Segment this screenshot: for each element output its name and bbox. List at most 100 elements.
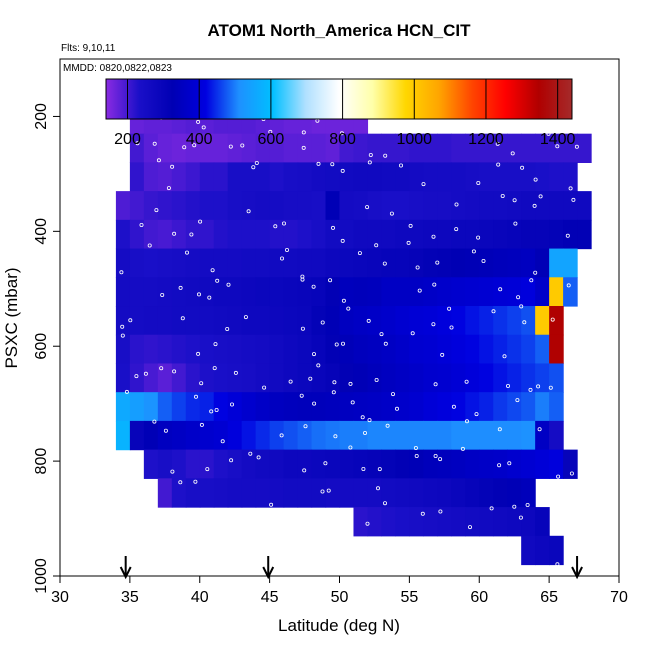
heatmap-cell <box>423 219 438 250</box>
observation-point <box>279 256 284 261</box>
heatmap-cell <box>185 363 201 393</box>
heatmap-cell <box>353 507 369 537</box>
heatmap-cell <box>521 363 536 393</box>
observation-point <box>196 292 201 297</box>
heatmap-cell <box>465 334 480 365</box>
observation-point <box>433 453 438 458</box>
heatmap-cell <box>507 219 522 250</box>
heatmap-cell <box>339 392 355 422</box>
heatmap-cell <box>213 133 229 163</box>
observation-point <box>555 144 560 149</box>
observation-point <box>568 186 573 191</box>
heatmap-cell <box>213 162 229 192</box>
x-tick-label: 40 <box>191 589 209 606</box>
heatmap-cell <box>423 191 438 221</box>
observation-point <box>273 224 278 229</box>
heatmap-cell <box>409 507 424 537</box>
heatmap-cells <box>115 104 592 566</box>
observation-point <box>382 261 387 266</box>
colorbar-tick-label: 200 <box>114 131 141 148</box>
heatmap-cell <box>283 162 299 192</box>
heatmap-cell <box>227 277 243 307</box>
heatmap-cell <box>283 449 299 479</box>
observation-point <box>189 232 194 237</box>
heatmap-cell <box>353 133 369 163</box>
observation-point <box>432 282 437 287</box>
heatmap-cell <box>577 133 592 163</box>
x-axis: 30 35 40 45 50 55 60 65 70 <box>51 576 628 606</box>
observation-point <box>410 331 415 336</box>
heatmap-cell <box>297 162 313 192</box>
heatmap-cell <box>339 334 355 365</box>
heatmap-cell <box>451 334 466 365</box>
y-axis: 200 400 600 800 1000 <box>33 103 60 594</box>
observation-point <box>299 393 304 398</box>
heatmap-cell <box>115 248 131 278</box>
heatmap-cell <box>227 334 243 365</box>
observation-point <box>269 502 274 507</box>
heatmap-cell <box>129 162 145 192</box>
heatmap-cell <box>339 277 355 307</box>
observation-point <box>184 250 189 255</box>
observation-point <box>334 342 339 347</box>
observation-point <box>471 249 476 254</box>
heatmap-cell <box>129 191 145 221</box>
heatmap-cell <box>339 420 355 451</box>
x-tick-label: 70 <box>610 589 628 606</box>
heatmap-cell <box>507 392 522 422</box>
heatmap-cell <box>437 363 452 393</box>
observation-point <box>357 251 362 256</box>
x-tick-label: 45 <box>261 589 279 606</box>
x-tick-label: 35 <box>121 589 139 606</box>
heatmap-cell <box>381 248 396 278</box>
heatmap-cell <box>549 248 564 278</box>
heatmap-cell <box>493 306 508 336</box>
heatmap-cell <box>423 133 438 163</box>
heatmap-cell <box>395 334 410 365</box>
observation-point <box>574 144 579 149</box>
flight-arrow <box>119 556 132 580</box>
heatmap-cell <box>577 191 592 221</box>
heatmap-cell <box>563 449 578 479</box>
observation-point <box>316 363 321 368</box>
observation-point <box>367 418 372 423</box>
heatmap-cell <box>437 478 452 508</box>
heatmap-cell <box>409 334 424 365</box>
heatmap-cell <box>311 306 327 336</box>
heatmap-cell <box>199 306 215 336</box>
heatmap-cell <box>143 306 159 336</box>
heatmap-cell <box>521 191 536 221</box>
observation-point <box>128 318 133 323</box>
heatmap-cell <box>563 133 578 163</box>
observation-point <box>460 446 465 451</box>
heatmap-cell <box>283 248 299 278</box>
heatmap-cell <box>311 248 327 278</box>
observation-point <box>124 389 129 394</box>
heatmap-cell <box>437 334 452 365</box>
heatmap-cell <box>353 306 369 336</box>
observation-point <box>233 370 238 375</box>
heatmap-cell <box>255 420 271 451</box>
heatmap-cell <box>311 219 327 250</box>
heatmap-cell <box>213 277 229 307</box>
heatmap-cell <box>493 507 508 537</box>
observation-point <box>198 219 203 224</box>
heatmap-cell <box>325 133 341 163</box>
heatmap-cell <box>241 363 257 393</box>
heatmap-cell <box>535 363 550 393</box>
heatmap-cell <box>353 363 369 393</box>
flights-annotation: Flts: 9,10,11 <box>61 43 116 54</box>
heatmap-cell <box>227 162 243 192</box>
heatmap-cell <box>507 191 522 221</box>
heatmap-cell <box>297 277 313 307</box>
heatmap-cell <box>115 219 131 250</box>
observation-point <box>331 390 336 395</box>
observation-point <box>377 467 382 472</box>
heatmap-cell <box>325 420 341 451</box>
heatmap-cell <box>367 449 383 479</box>
heatmap-cell <box>199 162 215 192</box>
heatmap-cell <box>283 191 299 221</box>
heatmap-cell <box>129 277 145 307</box>
heatmap-cell <box>171 392 187 422</box>
heatmap-cell <box>185 133 201 163</box>
